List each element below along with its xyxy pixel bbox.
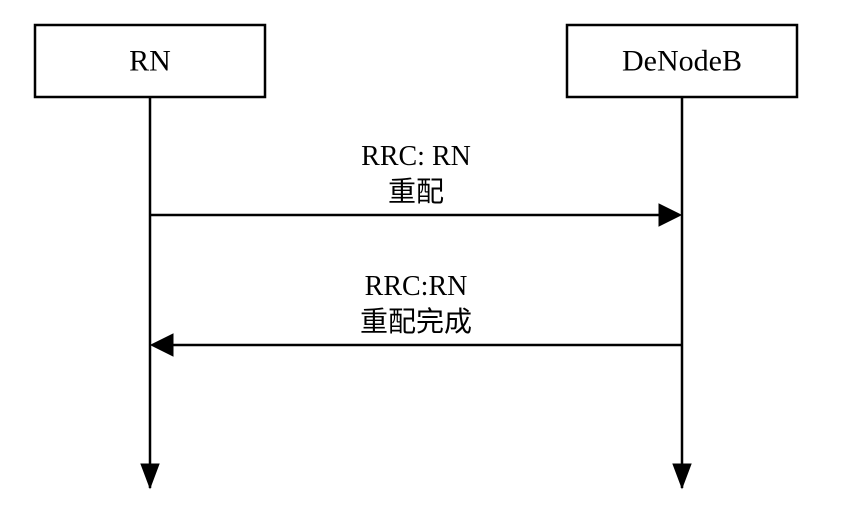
message-label-msg1-line1: 重配 xyxy=(388,176,444,208)
participant-label-denodeb: DeNodeB xyxy=(622,45,742,78)
message-arrow-msg1 xyxy=(659,204,681,226)
message-arrow-msg2 xyxy=(151,334,173,356)
lifeline-arrow-rn xyxy=(141,464,159,488)
message-label-msg1-line0: RRC: RN xyxy=(361,141,471,172)
lifeline-arrow-denodeb xyxy=(673,464,691,488)
message-label-msg2-line0: RRC:RN xyxy=(365,271,468,302)
participant-label-rn: RN xyxy=(129,45,171,78)
message-label-msg2-line1: 重配完成 xyxy=(360,306,472,338)
sequence-diagram: RN DeNodeB RRC: RN 重配 RRC:RN 重配完成 xyxy=(0,0,866,512)
